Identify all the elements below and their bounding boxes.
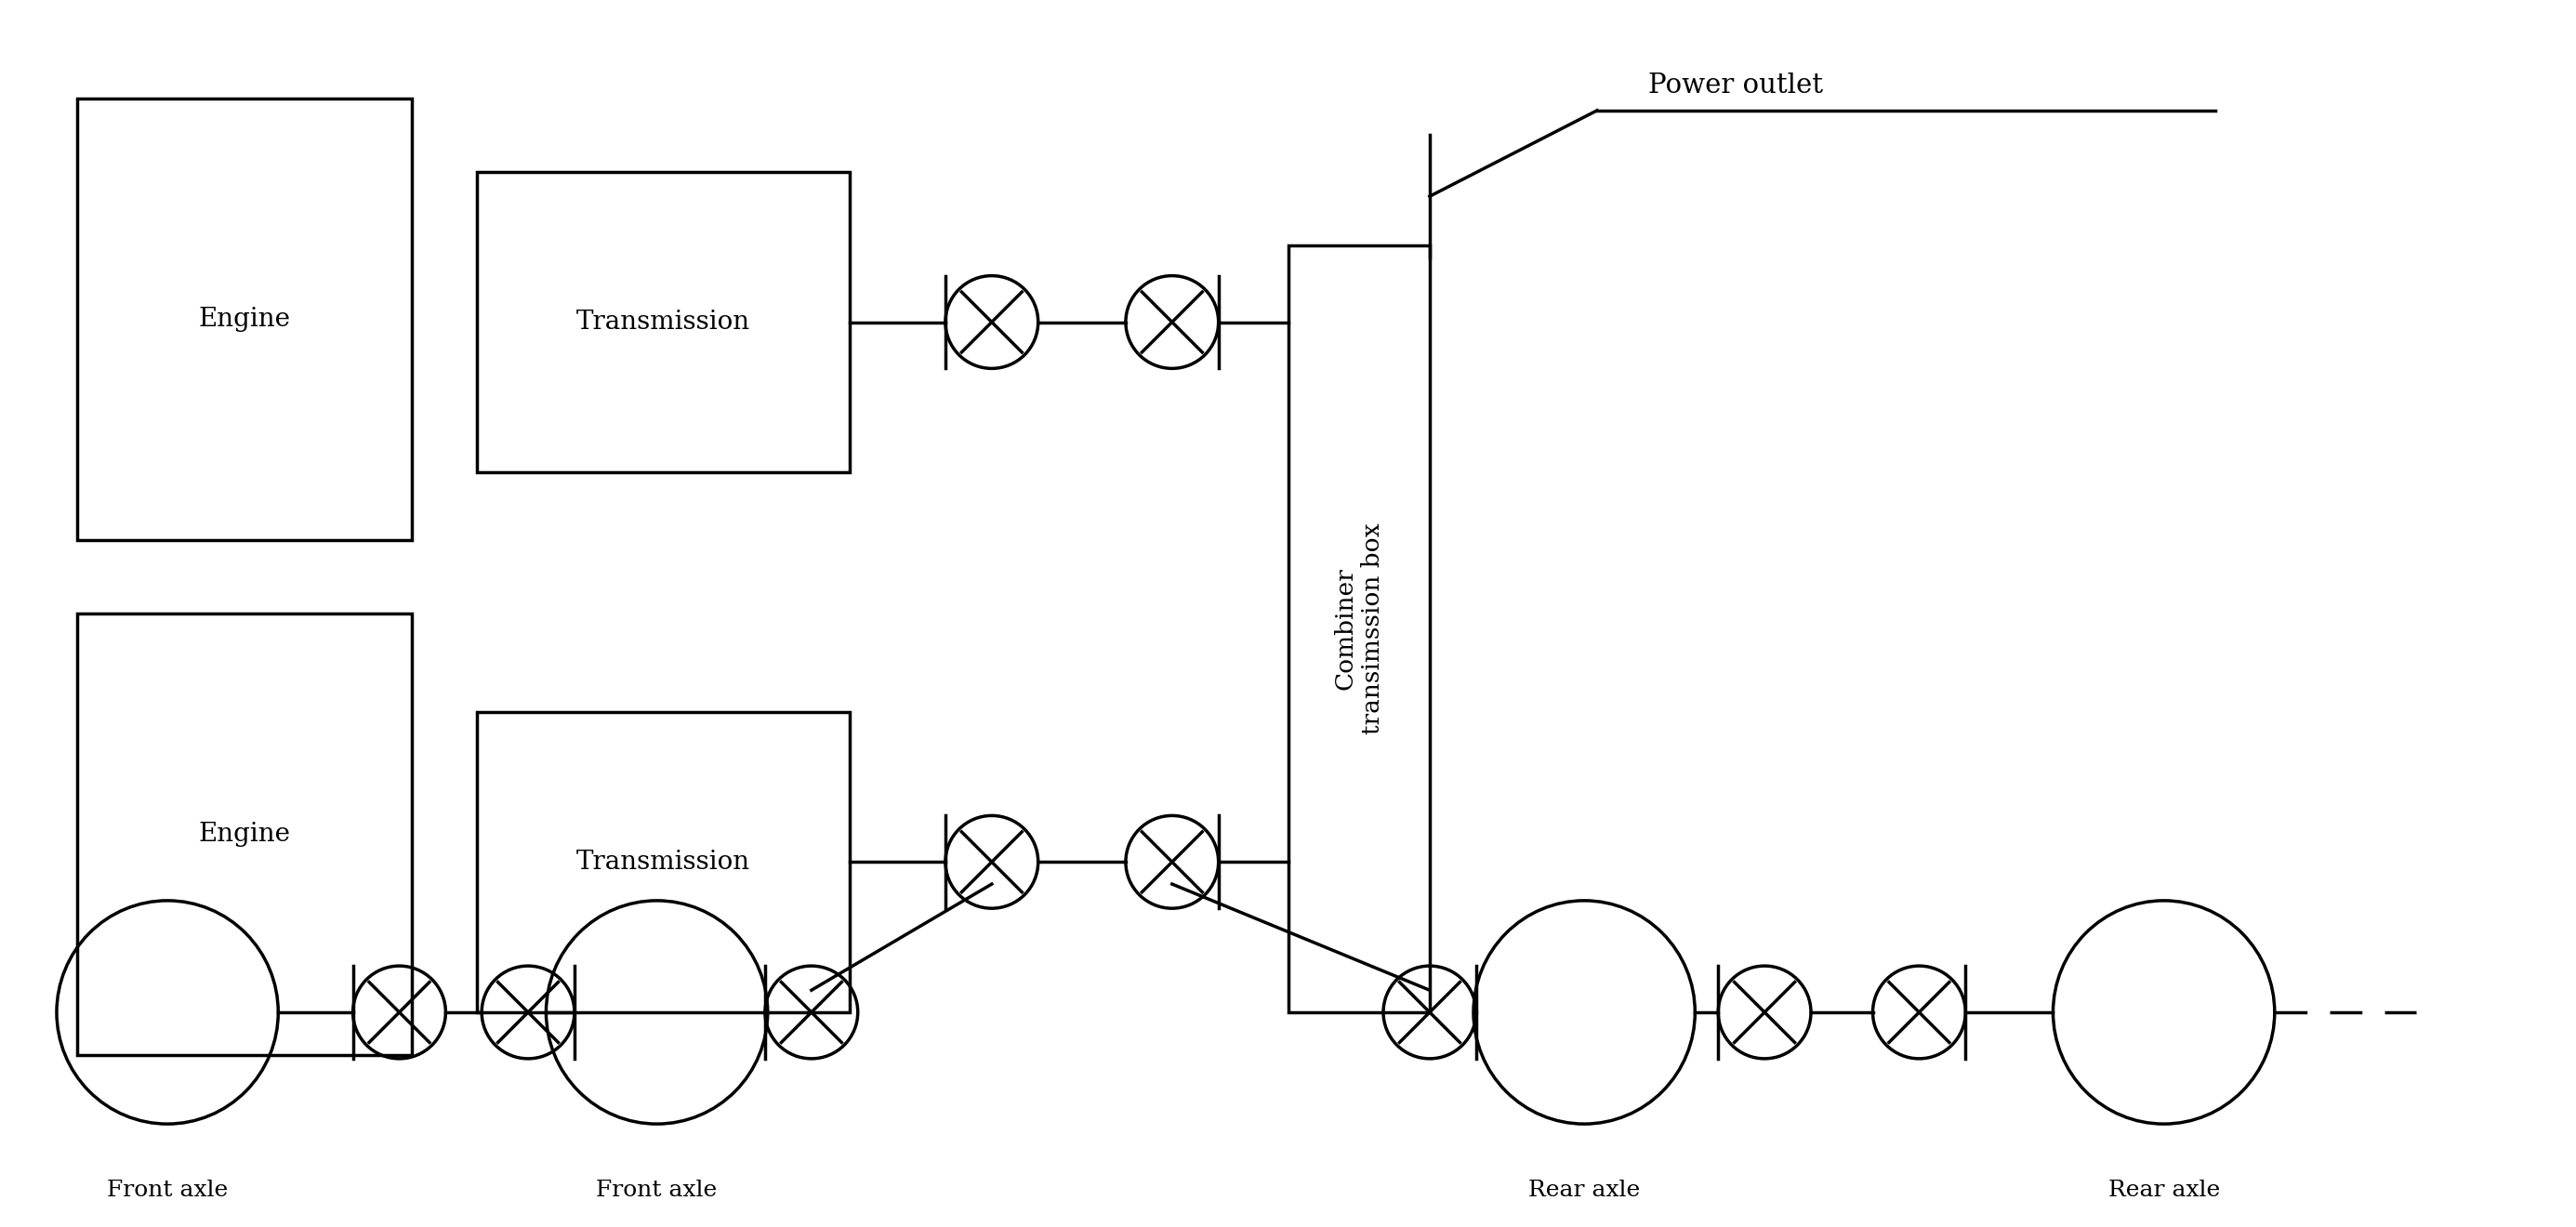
- Text: Power outlet: Power outlet: [1649, 72, 1824, 98]
- Bar: [477, 712, 850, 1012]
- Text: Rear axle: Rear axle: [2107, 1179, 2221, 1200]
- Bar: [77, 98, 412, 540]
- Bar: [1288, 245, 1430, 1012]
- Text: Combiner
transimssion box: Combiner transimssion box: [1334, 523, 1383, 735]
- Text: Front axle: Front axle: [106, 1179, 229, 1200]
- Text: Engine: Engine: [198, 307, 291, 331]
- Text: Transmission: Transmission: [577, 849, 750, 875]
- Text: Engine: Engine: [198, 822, 291, 847]
- Text: Rear axle: Rear axle: [1528, 1179, 1641, 1200]
- Bar: [477, 172, 850, 472]
- Text: Transmission: Transmission: [577, 309, 750, 335]
- Text: Front axle: Front axle: [595, 1179, 719, 1200]
- Bar: [77, 614, 412, 1055]
